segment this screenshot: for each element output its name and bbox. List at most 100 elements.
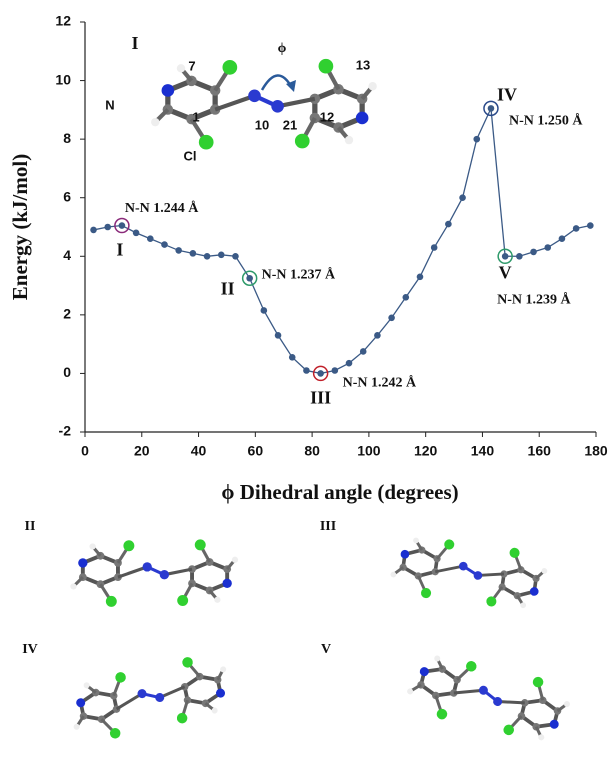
atom bbox=[529, 587, 539, 597]
data-point bbox=[402, 294, 409, 301]
data-point bbox=[573, 225, 580, 232]
x-tick-label: 20 bbox=[134, 443, 150, 459]
x-tick-label: 40 bbox=[191, 443, 207, 459]
data-point bbox=[459, 194, 466, 201]
structure-label: 7 bbox=[188, 58, 195, 73]
atom bbox=[400, 549, 410, 559]
atom bbox=[143, 562, 152, 571]
x-tick-label: 180 bbox=[584, 443, 608, 459]
atom bbox=[106, 596, 117, 607]
annotation-marker: II bbox=[221, 278, 235, 298]
data-point bbox=[218, 252, 225, 259]
x-tick-label: 0 bbox=[81, 443, 89, 459]
atom bbox=[356, 112, 369, 125]
atom bbox=[177, 595, 188, 606]
data-point bbox=[388, 314, 395, 321]
atom bbox=[419, 666, 430, 677]
atom bbox=[78, 558, 87, 567]
data-point bbox=[303, 367, 310, 374]
atom bbox=[232, 557, 238, 563]
data-point bbox=[190, 250, 197, 257]
data-point bbox=[431, 244, 438, 251]
data-point bbox=[317, 370, 324, 377]
structure-label: I bbox=[131, 33, 138, 53]
structure-label: 1 bbox=[192, 109, 199, 124]
panel-label: IV bbox=[22, 642, 38, 657]
data-point bbox=[232, 253, 239, 260]
atom bbox=[222, 60, 237, 75]
data-point bbox=[488, 105, 495, 112]
data-point bbox=[175, 247, 182, 254]
y-tick-label: 0 bbox=[63, 364, 71, 380]
molecule bbox=[388, 531, 550, 614]
panel-label: V bbox=[321, 642, 331, 657]
y-tick-label: 10 bbox=[55, 71, 71, 87]
atom bbox=[89, 543, 95, 549]
atom bbox=[532, 676, 545, 689]
panel-label: II bbox=[25, 519, 36, 534]
atom bbox=[420, 587, 431, 598]
annotation-marker: I bbox=[116, 240, 123, 260]
data-point bbox=[161, 241, 168, 248]
atom bbox=[123, 540, 134, 551]
atom bbox=[319, 59, 334, 74]
annotation-text: N-N 1.244 Å bbox=[125, 200, 199, 216]
data-point bbox=[530, 249, 537, 256]
structure-label: Cl bbox=[184, 148, 197, 163]
data-point bbox=[374, 332, 381, 339]
y-axis-title: Energy (kJ/mol) bbox=[8, 154, 32, 300]
atom bbox=[436, 708, 449, 721]
y-tick-label: -2 bbox=[59, 423, 72, 439]
bond bbox=[435, 562, 463, 575]
atom bbox=[549, 719, 560, 730]
structure-label: N bbox=[105, 97, 114, 112]
atom bbox=[295, 134, 310, 149]
annotation-text: N-N 1.250 Å bbox=[509, 113, 583, 129]
panel-label: III bbox=[320, 519, 336, 534]
x-tick-label: 60 bbox=[248, 443, 264, 459]
molecule bbox=[64, 650, 235, 747]
y-tick-label: 4 bbox=[63, 247, 71, 263]
molecule bbox=[402, 647, 574, 749]
atom bbox=[509, 547, 520, 558]
y-tick-label: 12 bbox=[55, 13, 71, 29]
annotation-marker: III bbox=[310, 388, 331, 408]
annotation-text: N-N 1.239 Å bbox=[497, 292, 571, 308]
atom bbox=[248, 90, 261, 103]
data-point bbox=[346, 360, 353, 367]
structure-label: 10 bbox=[255, 117, 269, 132]
annotation-text: N-N 1.237 Å bbox=[262, 266, 336, 282]
annotation-marker: V bbox=[499, 262, 512, 282]
data-point bbox=[133, 230, 140, 237]
x-axis-title: ϕ Dihedral angle (degrees) bbox=[221, 480, 458, 504]
data-point bbox=[104, 224, 111, 231]
structure-label: ϕ bbox=[278, 41, 287, 56]
atom bbox=[160, 570, 169, 579]
data-point bbox=[289, 354, 296, 361]
data-point bbox=[516, 253, 523, 260]
data-point bbox=[147, 235, 154, 242]
y-tick-label: 6 bbox=[63, 188, 71, 204]
y-tick-label: 8 bbox=[63, 130, 71, 146]
data-point bbox=[445, 221, 452, 228]
atom bbox=[345, 136, 353, 144]
structure-label: 12 bbox=[320, 109, 334, 124]
y-tick-label: 2 bbox=[63, 306, 71, 322]
data-point bbox=[246, 275, 253, 282]
atom bbox=[151, 118, 159, 126]
data-point bbox=[332, 367, 339, 374]
data-point bbox=[417, 273, 424, 280]
rotation-arrow bbox=[262, 75, 292, 90]
atom bbox=[177, 64, 185, 72]
atom bbox=[162, 84, 175, 97]
data-point bbox=[275, 332, 282, 339]
data-point bbox=[559, 235, 566, 242]
atom bbox=[222, 579, 231, 588]
structure-label: 21 bbox=[283, 117, 297, 132]
atom bbox=[368, 82, 376, 90]
atom bbox=[271, 100, 284, 113]
data-point bbox=[204, 253, 211, 260]
x-tick-label: 160 bbox=[528, 443, 552, 459]
data-point bbox=[261, 307, 268, 314]
data-point bbox=[90, 227, 97, 234]
